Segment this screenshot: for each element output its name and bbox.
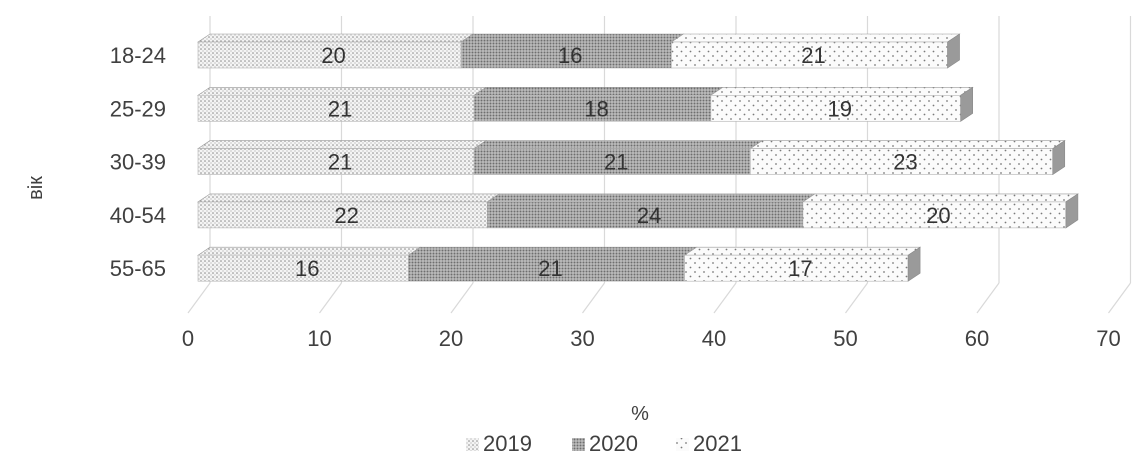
category-label: 25-29 <box>110 96 166 121</box>
bar-segment-2019 <box>197 148 475 175</box>
bar-segment-2020 <box>408 254 685 282</box>
bar-segment-2020 <box>460 41 672 69</box>
data-label: 22 <box>334 203 358 228</box>
x-tick-label: 40 <box>702 326 726 351</box>
legend-label: 2020 <box>589 431 638 456</box>
floor-gridline-30 <box>582 282 605 314</box>
bar-top-2020 <box>407 246 698 256</box>
category-label: 18-24 <box>110 43 166 68</box>
bar-top-2020 <box>473 87 724 96</box>
legend-swatch-2020 <box>572 438 585 451</box>
bars <box>197 33 1079 282</box>
bar-segment-2021 <box>671 41 948 69</box>
bar-segment-2021 <box>684 254 909 282</box>
x-tick-label: 20 <box>439 326 463 351</box>
data-label: 20 <box>926 203 950 228</box>
bar-top-2019 <box>197 140 488 149</box>
category-label: 40-54 <box>110 203 166 228</box>
bar-top-2021 <box>670 33 961 43</box>
data-label: 23 <box>893 150 917 175</box>
category-label: 30-39 <box>110 150 166 175</box>
x-tick-label: 70 <box>1096 326 1120 351</box>
y-axis-title: вік <box>25 176 47 200</box>
x-tick-label: 0 <box>182 326 194 351</box>
bar-top-2019 <box>197 246 422 256</box>
data-label: 21 <box>604 150 628 175</box>
bar-top-2021 <box>749 140 1066 149</box>
bar-top-2021 <box>683 246 922 256</box>
legend-swatch-2019 <box>466 438 479 451</box>
bar-top-2020 <box>486 193 816 203</box>
category-label: 55-65 <box>110 256 166 281</box>
x-tick-label: 60 <box>965 326 989 351</box>
x-tick-label: 10 <box>307 326 331 351</box>
bar-segment-2019 <box>197 41 462 69</box>
bar-top-2019 <box>197 87 488 96</box>
bar-segment-2021 <box>710 95 961 122</box>
bar-segment-2019 <box>197 201 488 229</box>
data-label: 21 <box>801 43 825 68</box>
bar-top-2021 <box>801 193 1079 203</box>
labels: 0 10 20 30 40 50 60 70 18-24 20 16 21 25-29 21 18 19 30-… <box>110 43 1121 351</box>
data-label: 21 <box>328 150 352 175</box>
data-label: 20 <box>321 43 345 68</box>
data-label: 17 <box>788 256 812 281</box>
floor-gridline-70 <box>1108 282 1131 314</box>
x-tick-label: 50 <box>833 326 857 351</box>
floor-gridline-60 <box>976 282 1000 314</box>
bar-end-face <box>947 33 960 69</box>
legend-label: 2019 <box>483 431 532 456</box>
bar-top-2020 <box>473 140 764 149</box>
legend: 2019 2020 2021 <box>466 431 742 456</box>
data-label: 21 <box>538 256 562 281</box>
bar-end-face <box>1052 140 1066 176</box>
bar-top-2019 <box>197 193 501 203</box>
floor-gridline-40 <box>713 282 737 314</box>
legend-label: 2021 <box>693 431 742 456</box>
data-label: 16 <box>295 256 319 281</box>
x-tick-label: 30 <box>570 326 594 351</box>
legend-swatch-2021 <box>676 438 689 451</box>
bar-end-face <box>1065 193 1079 229</box>
bar-segment-2020 <box>473 148 751 175</box>
data-label: 16 <box>558 43 582 68</box>
data-label: 18 <box>584 96 608 121</box>
bar-end-face <box>907 246 921 282</box>
floor-gridline-10 <box>319 282 342 314</box>
floor-gridline-20 <box>450 282 474 314</box>
data-label: 19 <box>828 96 852 121</box>
bar-segment-2020 <box>473 95 712 122</box>
bar-segment-2021 <box>802 201 1067 229</box>
x-axis-title: % <box>631 403 649 425</box>
bar-end-face <box>960 86 974 122</box>
bar-segment-2020 <box>486 201 804 229</box>
floor-gridline-50 <box>845 282 868 314</box>
bar-top-2019 <box>197 33 474 43</box>
bar-segment-2019 <box>197 254 409 282</box>
floor-gridline-0 <box>187 282 211 314</box>
data-label: 21 <box>328 96 352 121</box>
bar-top-2021 <box>709 87 974 96</box>
data-label: 24 <box>637 203 661 228</box>
bar-top-2020 <box>460 33 685 43</box>
